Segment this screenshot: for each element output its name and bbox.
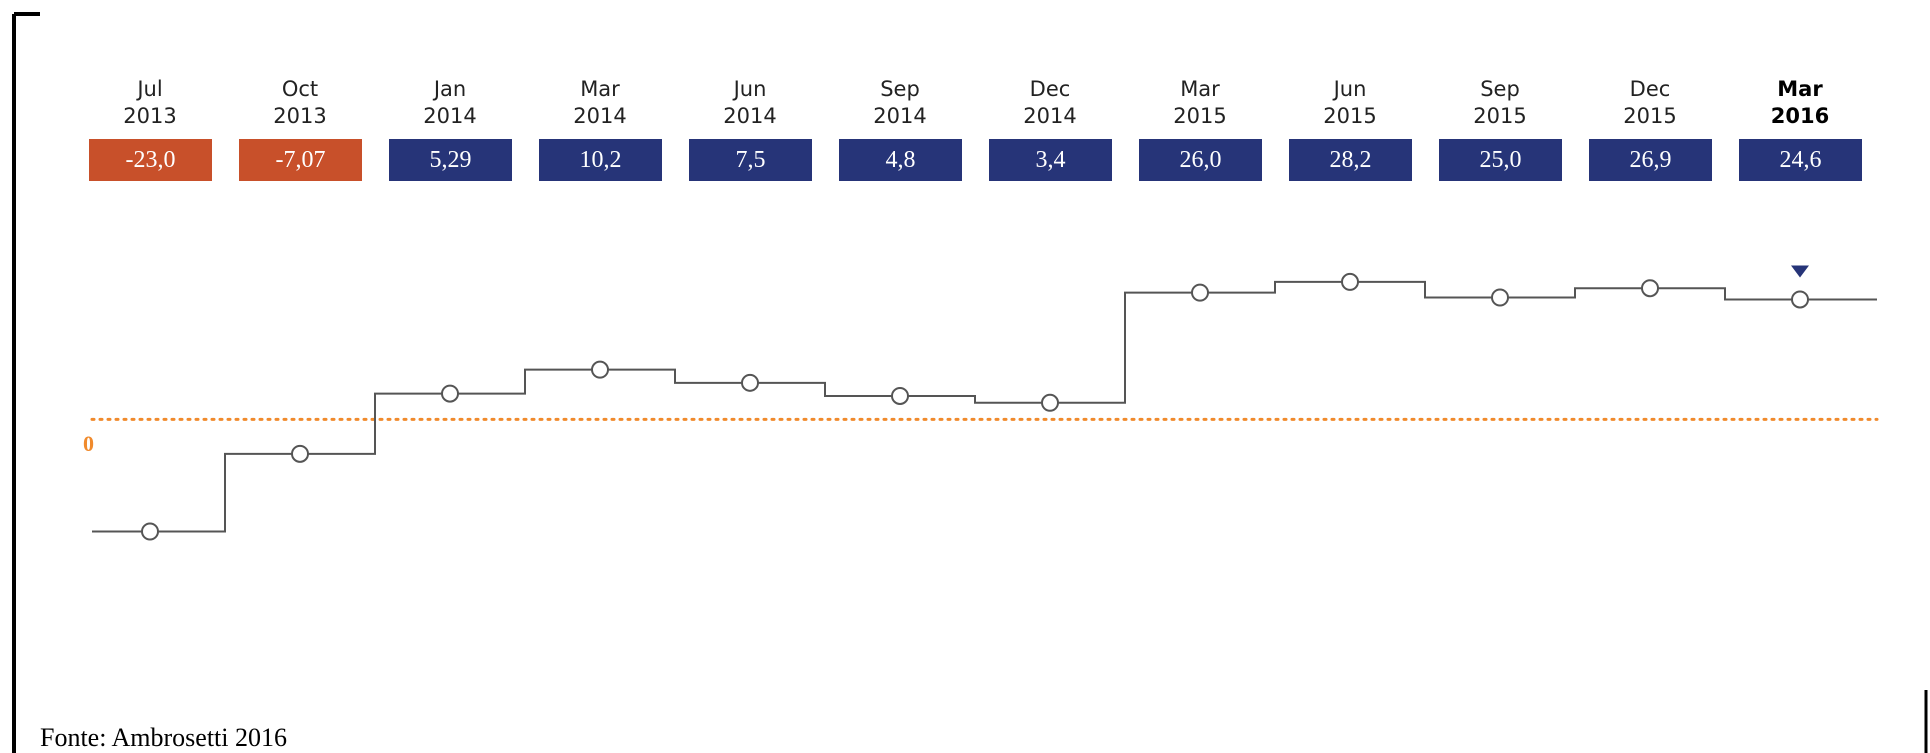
point bbox=[1791, 290, 1809, 309]
value-label: 24,6 bbox=[1739, 139, 1862, 181]
source: Fonte: Ambrosetti 2016 bbox=[40, 723, 287, 752]
value-label: 28,2 bbox=[1289, 139, 1412, 181]
point bbox=[591, 360, 609, 379]
point bbox=[441, 384, 459, 403]
step-line bbox=[92, 280, 1877, 533]
x-tick-label: Mar 2016 bbox=[1770, 77, 1830, 128]
x-tick-label: Dec 2014 bbox=[1023, 77, 1077, 128]
value-label: 25,0 bbox=[1439, 139, 1562, 181]
value-label: 3,4 bbox=[989, 139, 1112, 181]
x-tick-label: Sep 2015 bbox=[1473, 77, 1527, 128]
value-label: 4,8 bbox=[839, 139, 962, 181]
point bbox=[1191, 283, 1209, 302]
value-label: 26,9 bbox=[1589, 139, 1712, 181]
current-marker bbox=[1791, 265, 1809, 278]
x-tick-label: Jun 2015 bbox=[1323, 77, 1377, 128]
x-tick-label: Jun 2014 bbox=[723, 77, 777, 128]
point bbox=[1491, 288, 1509, 307]
point bbox=[291, 444, 309, 463]
value-label: 5,29 bbox=[389, 139, 512, 181]
frame bbox=[12, 12, 40, 753]
point bbox=[1041, 393, 1059, 412]
x-tick-label: Dec 2015 bbox=[1623, 77, 1677, 128]
value-label: -23,0 bbox=[89, 139, 212, 181]
point bbox=[1341, 272, 1359, 291]
y-tick-label: 0 bbox=[83, 431, 94, 457]
x-tick-label: Mar 2014 bbox=[573, 77, 627, 128]
value-label: 7,5 bbox=[689, 139, 812, 181]
value-label: 26,0 bbox=[1139, 139, 1262, 181]
point bbox=[141, 522, 159, 541]
point bbox=[1641, 279, 1659, 298]
x-tick-label: Sep 2014 bbox=[873, 77, 927, 128]
value-label: 10,2 bbox=[539, 139, 662, 181]
x-tick-label: Oct 2013 bbox=[273, 77, 327, 128]
value-label: -7,07 bbox=[239, 139, 362, 181]
point bbox=[741, 373, 759, 392]
x-tick-label: Mar 2015 bbox=[1173, 77, 1227, 128]
x-tick-label: Jul 2013 bbox=[123, 77, 177, 128]
point bbox=[891, 386, 909, 405]
x-tick-label: Jan 2014 bbox=[423, 77, 477, 128]
